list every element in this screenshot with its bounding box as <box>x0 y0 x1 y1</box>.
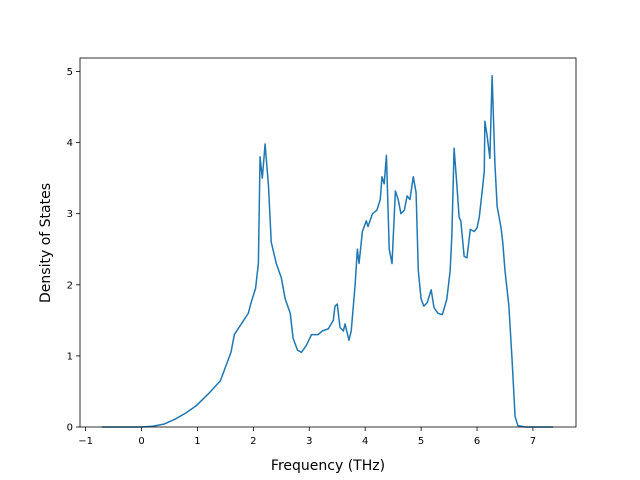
x-tick-label: 6 <box>474 436 480 447</box>
y-tick-label: 5 <box>67 67 73 78</box>
x-tick-label: −1 <box>78 436 93 447</box>
x-tick-label: 0 <box>138 436 144 447</box>
line <box>101 75 554 428</box>
x-tick-label: 7 <box>530 436 536 447</box>
y-axis-label: Density of States <box>38 183 54 303</box>
plot-frame <box>79 57 577 428</box>
x-tick-label: 3 <box>306 436 312 447</box>
x-tick-label: 4 <box>362 436 368 447</box>
y-tick-label: 1 <box>67 351 73 362</box>
x-tick-label: 5 <box>418 436 424 447</box>
y-tick-label: 4 <box>67 138 73 149</box>
x-axis-label: Frequency (THz) <box>271 458 385 474</box>
x-tick-label: 1 <box>194 436 200 447</box>
x-tick-label: 2 <box>250 436 256 447</box>
y-tick-label: 2 <box>67 280 73 291</box>
y-tick-label: 0 <box>67 423 73 434</box>
y-tick-label: 3 <box>67 209 73 220</box>
